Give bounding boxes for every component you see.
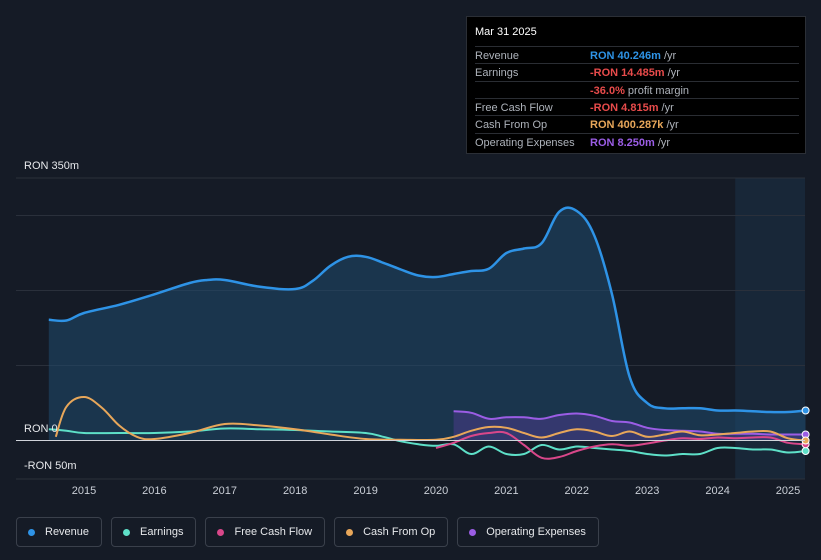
operating-expenses-line — [453, 410, 806, 436]
revenue-line — [48, 206, 806, 414]
x-tick-label-2017: 2017 — [212, 485, 238, 497]
legend-item-revenue[interactable]: Revenue — [16, 517, 103, 547]
tooltip-row: Operating Expenses RON 8.250m /yr — [475, 132, 799, 151]
legend-dot-icon — [28, 528, 35, 536]
legend-item-earnings[interactable]: Earnings — [111, 517, 197, 547]
tooltip-row-value: -RON 14.485m /yr — [590, 67, 680, 80]
legend-label: Revenue — [45, 526, 90, 538]
x-tick-label-2015: 2015 — [71, 485, 97, 497]
tooltip-row-value: RON 40.246m /yr — [590, 50, 677, 62]
tooltip-row: Earnings -RON 14.485m /yr — [475, 63, 799, 81]
earnings-end-marker — [801, 447, 810, 455]
tooltip-panel: Mar 31 2025 Revenue RON 40.246m /yr Earnin… — [466, 16, 806, 154]
cash-from-op-line — [54, 395, 806, 442]
x-tick-label-2025: 2025 — [775, 485, 801, 497]
x-tick-label-2023: 2023 — [634, 485, 660, 497]
legend-label: Cash From Op — [363, 526, 436, 538]
x-tick-label-2016: 2016 — [142, 485, 167, 497]
tooltip-row: Cash From Op RON 400.287k /yr — [475, 115, 799, 133]
x-tick-label-2021: 2021 — [494, 485, 519, 497]
tooltip-date: Mar 31 2025 — [475, 26, 537, 38]
tooltip-row-value: RON 400.287k /yr — [590, 119, 679, 132]
tooltip-row-label: Free Cash Flow — [475, 101, 553, 114]
tooltip-row: Revenue RON 40.246m /yr — [475, 46, 799, 64]
x-tick-label-2018: 2018 — [282, 485, 308, 497]
legend-item-cash-from-op[interactable]: Cash From Op — [334, 517, 449, 547]
x-tick-label-2024: 2024 — [705, 485, 730, 497]
y-axis-label-top: RON 350m — [24, 160, 80, 172]
legend-dot-icon — [217, 528, 225, 536]
tooltip-row-value: RON 8.250m /yr — [590, 136, 671, 149]
tooltip-row-value: -36.0% profit margin — [590, 84, 690, 97]
legend-label: Free Cash Flow — [234, 526, 313, 538]
tooltip-row-label: Revenue — [475, 50, 520, 62]
legend-label: Earnings — [140, 526, 184, 538]
free-cash-flow-line — [435, 430, 806, 460]
legend-item-free-cash-flow[interactable]: Free Cash Flow — [205, 517, 326, 547]
legend-dot-icon — [469, 528, 477, 536]
tooltip-row: -36.0% profit margin — [475, 80, 799, 99]
y-axis-label-zero: RON 0 — [24, 423, 58, 435]
revenue-end-marker — [801, 406, 810, 415]
revenue-area — [48, 207, 806, 441]
legend-dot-icon — [346, 528, 354, 536]
legend-label: Operating Expenses — [486, 526, 586, 538]
legend-item-operating-expenses[interactable]: Operating Expenses — [457, 517, 599, 547]
earnings-line — [48, 427, 806, 457]
x-tick-label-2022: 2022 — [564, 485, 590, 497]
legend-dot-icon — [123, 528, 131, 536]
tooltip-row: Free Cash Flow -RON 4.815m /yr — [475, 97, 799, 116]
legend: Revenue Earnings Free Cash Flow Cash From O… — [16, 517, 608, 549]
x-tick-label-2019: 2019 — [353, 485, 378, 497]
y-axis-label-bottom: -RON 50m — [24, 460, 77, 472]
tooltip-row-label: Operating Expenses — [475, 136, 575, 149]
tooltip-row-label: Cash From Op — [475, 119, 548, 132]
tooltip-row-label: Earnings — [475, 67, 519, 80]
tooltip-row-value: -RON 4.815m /yr — [590, 101, 674, 114]
x-tick-label-2020: 2020 — [423, 485, 449, 497]
operating-expenses-area — [453, 411, 806, 441]
